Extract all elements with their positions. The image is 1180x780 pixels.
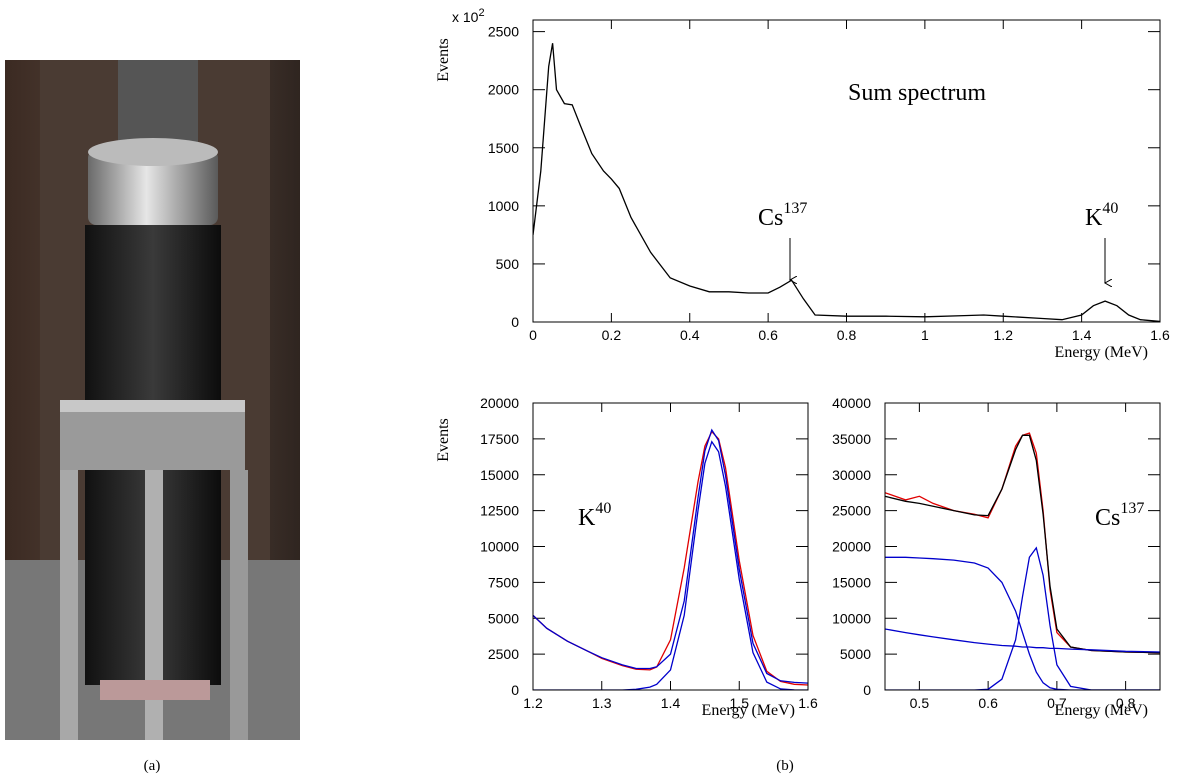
axis-scale-exponent: 2 — [478, 7, 484, 19]
frame — [532, 402, 809, 691]
x-tick-label: 1.4 — [1072, 327, 1092, 343]
annotation-superscript: 137 — [783, 200, 807, 217]
x-tick-label: 1.3 — [592, 695, 612, 711]
y-tick-label: 12500 — [480, 503, 519, 519]
x-tick-label: 1.2 — [994, 327, 1014, 343]
y-tick-label: 2500 — [488, 646, 519, 662]
x-axis-label: Energy (MeV) — [1055, 344, 1148, 361]
annotation: Sum spectrum — [848, 80, 986, 106]
y-tick-label: 35000 — [832, 431, 871, 447]
y-axis-label: Events — [435, 418, 452, 462]
x-tick-label: 1.2 — [523, 695, 543, 711]
y-tick-label: 10000 — [832, 610, 871, 626]
y-tick-label: 25000 — [832, 503, 871, 519]
y-tick-label: 20000 — [480, 395, 519, 411]
annotation-text: Cs — [1095, 505, 1120, 531]
series-line — [885, 434, 1160, 654]
y-tick-label: 15000 — [832, 574, 871, 590]
y-tick-label: 2000 — [488, 82, 519, 98]
chart: 0 0.2 0.4 0.6 0.8 1 1.2 1.4 1.6 0 500 1000 1500 2000 2… — [435, 7, 1170, 361]
annotation: Cs137 — [1095, 500, 1144, 531]
plot-area — [533, 43, 1160, 322]
annotation-superscript: 137 — [1120, 500, 1144, 517]
y-tick-label: 500 — [496, 256, 520, 272]
x-tick-label: 1.6 — [1150, 327, 1170, 343]
annotation-text: Cs — [758, 205, 783, 231]
chart: 0.5 0.6 0.7 0.8 0 5000 10000 15000 20000 25000 300… — [832, 395, 1161, 719]
series-line — [885, 556, 1160, 690]
caption: (a) — [144, 758, 161, 774]
y-tick-label: 5000 — [488, 610, 519, 626]
x-tick-label: 0.6 — [758, 327, 778, 343]
x-tick-label: 0.7 — [1047, 695, 1067, 711]
axis-scale-base: x 10 — [452, 9, 479, 25]
x-tick-label: 0.8 — [837, 327, 857, 343]
y-tick-label: 17500 — [480, 431, 519, 447]
series-line — [885, 432, 1160, 654]
caption: (b) — [776, 758, 794, 774]
series-line — [885, 546, 1160, 690]
annotation: Cs137 — [758, 200, 807, 231]
y-tick-label: 0 — [511, 682, 519, 698]
annotation-superscript: 40 — [595, 500, 611, 517]
x-axis-label: Energy (MeV) — [1055, 702, 1148, 719]
series-line — [533, 43, 1160, 322]
y-tick-label: 2500 — [488, 24, 519, 40]
y-tick-label: 20000 — [832, 539, 871, 555]
axis-scale: x 102 — [452, 7, 485, 25]
x-tick-label: 0.6 — [978, 695, 998, 711]
chart: 1.2 1.3 1.4 1.5 1.6 0 2500 5000 7500 10000 12500 15… — [435, 395, 818, 719]
frame — [884, 402, 1161, 691]
y-tick-label: 10000 — [480, 539, 519, 555]
x-tick-label: 0 — [529, 327, 537, 343]
x-tick-label: 0.4 — [680, 327, 700, 343]
annotation: K40 — [578, 500, 611, 531]
annotation-superscript: 40 — [1102, 200, 1118, 217]
y-tick-label: 40000 — [832, 395, 871, 411]
series-line — [533, 440, 808, 690]
y-tick-label: 7500 — [488, 574, 519, 590]
x-tick-label: 1.5 — [730, 695, 750, 711]
photo — [5, 60, 300, 740]
x-tick-label: 0.8 — [1116, 695, 1136, 711]
y-tick-label: 5000 — [840, 646, 871, 662]
x-tick-label: 1.4 — [661, 695, 681, 711]
annotation-text: K — [578, 505, 596, 531]
frame — [532, 19, 1161, 323]
y-tick-label: 0 — [863, 682, 871, 698]
x-tick-label: 1.6 — [798, 695, 818, 711]
y-tick-label: 15000 — [480, 467, 519, 483]
annotation-text: K — [1085, 205, 1103, 231]
y-axis-label: Events — [435, 38, 452, 82]
x-tick-label: 0.2 — [602, 327, 622, 343]
y-tick-label: 1500 — [488, 140, 519, 156]
plot-area — [885, 432, 1160, 690]
y-tick-label: 30000 — [832, 467, 871, 483]
x-tick-label: 1 — [921, 327, 929, 343]
series-line — [885, 628, 1160, 653]
plot-area — [533, 428, 808, 690]
annotation-text: Sum spectrum — [848, 80, 986, 106]
x-axis-label: Energy (MeV) — [702, 702, 795, 719]
y-tick-label: 1000 — [488, 198, 519, 214]
series-line — [533, 428, 808, 684]
annotation: K40 — [1085, 200, 1118, 231]
series-line — [533, 430, 808, 686]
x-tick-label: 0.5 — [910, 695, 930, 711]
y-tick-label: 0 — [511, 314, 519, 330]
